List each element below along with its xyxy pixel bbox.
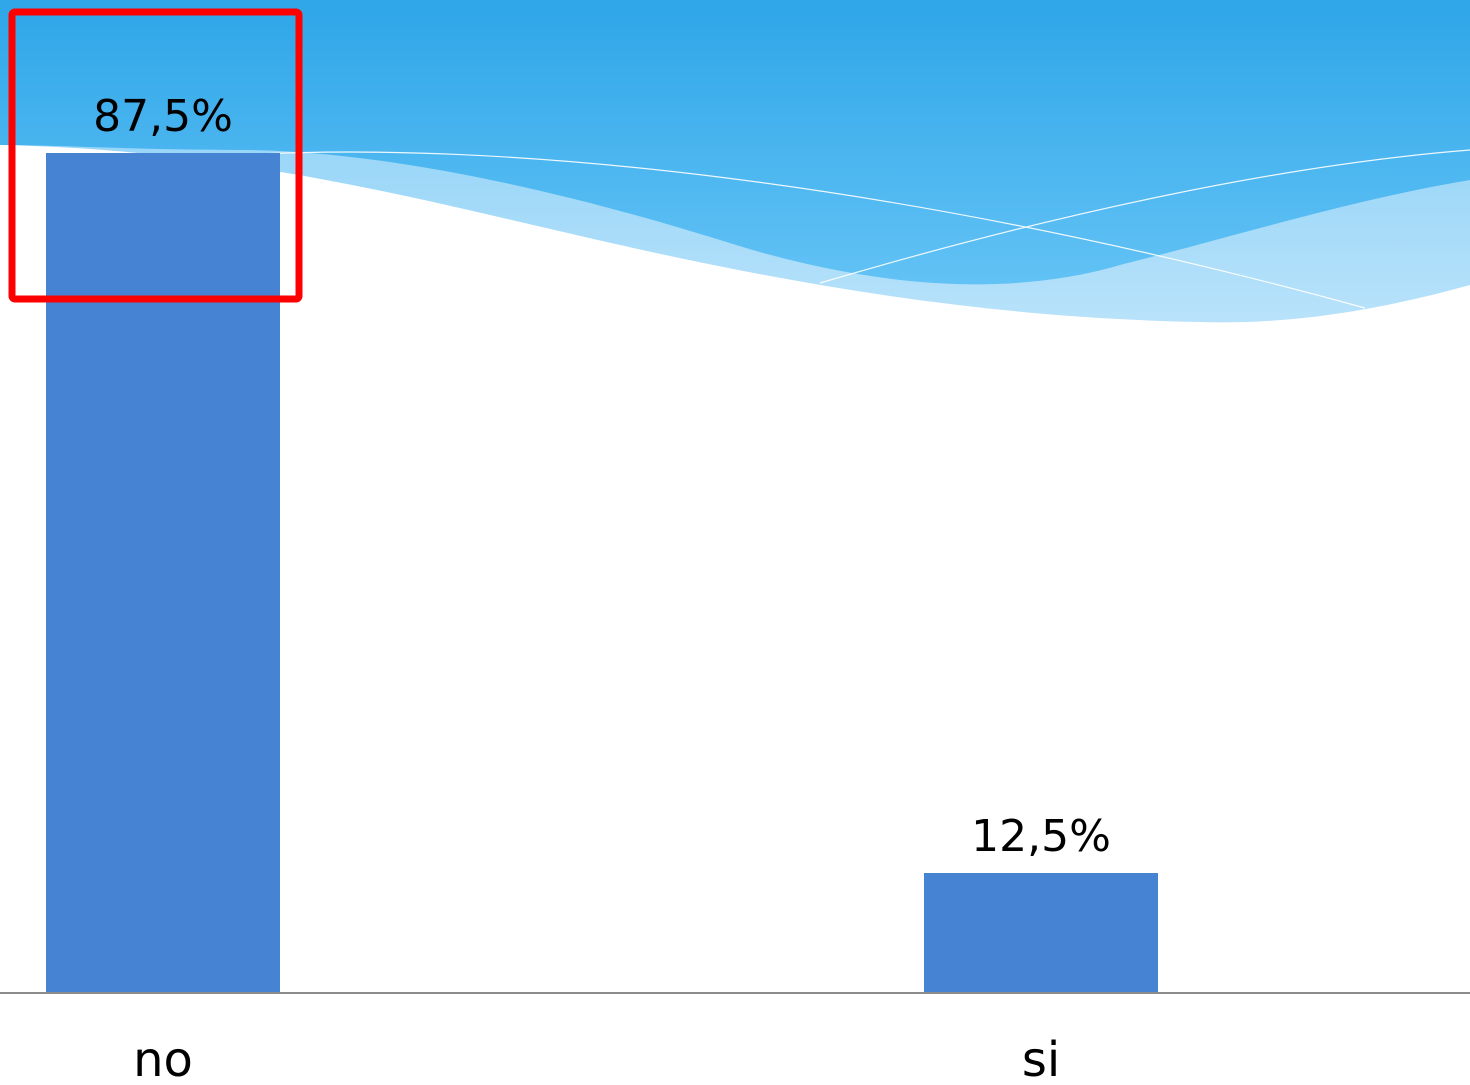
data-label-no: 87,5% xyxy=(93,91,233,142)
highlight-box xyxy=(8,8,303,303)
bar-si xyxy=(924,873,1158,993)
wave-line-1 xyxy=(239,151,1366,309)
category-label-no: no xyxy=(133,1032,193,1081)
wave-line-2 xyxy=(819,149,1470,284)
background-wave xyxy=(0,0,1470,323)
bars-layer xyxy=(46,153,1158,993)
wave-main-band xyxy=(0,0,1470,285)
bar-no xyxy=(46,153,280,993)
data-label-si: 12,5% xyxy=(971,811,1111,862)
labels-layer: 87,5% no 12,5% si xyxy=(93,91,1111,1085)
category-label-si: si xyxy=(1022,1032,1060,1081)
